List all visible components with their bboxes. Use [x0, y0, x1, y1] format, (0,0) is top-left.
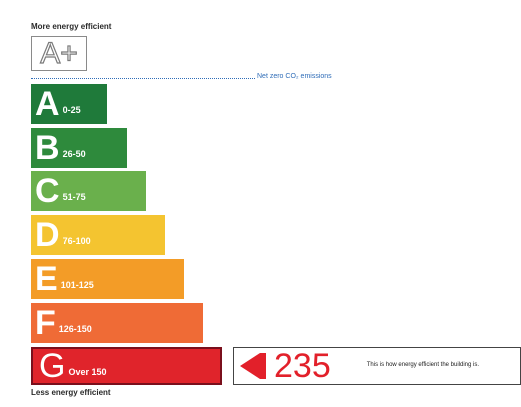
band-letter: D [35, 216, 60, 254]
rating-indicator: 235 This is how energy efficient the bui… [233, 347, 521, 385]
band-letter: C [35, 172, 60, 210]
arrow-bar [260, 353, 266, 379]
rating-note: This is how energy efficient the buildin… [366, 362, 480, 369]
band-range: 26-50 [62, 149, 86, 159]
rating-score: 235 [274, 347, 331, 385]
net-zero-line [31, 78, 255, 79]
net-zero-label: Net zero CO₂ emissions [257, 73, 332, 80]
band-letter: B [35, 129, 60, 167]
band-letter: A [35, 85, 60, 123]
band-range: 101-125 [60, 280, 94, 290]
aplus-rating-box: A+ [31, 36, 87, 71]
band-e: E 101-125 [31, 259, 184, 299]
less-efficient-caption: Less energy efficient [31, 388, 111, 397]
band-range: 76-100 [62, 236, 91, 246]
band-a: A 0-25 [31, 84, 107, 124]
band-b: B 26-50 [31, 128, 127, 168]
band-range: 0-25 [62, 105, 81, 115]
more-efficient-caption: More energy efficient [31, 22, 112, 31]
band-f: F 126-150 [31, 303, 203, 343]
band-letter: G [39, 347, 66, 385]
band-range: 51-75 [62, 192, 86, 202]
band-range: Over 150 [68, 367, 107, 377]
band-g: G Over 150 [31, 347, 222, 385]
band-range: 126-150 [58, 324, 92, 334]
band-letter: E [35, 260, 58, 298]
band-letter: F [35, 304, 56, 342]
band-d: D 76-100 [31, 215, 165, 255]
band-c: C 51-75 [31, 171, 146, 211]
arrow-left-icon [240, 353, 260, 379]
